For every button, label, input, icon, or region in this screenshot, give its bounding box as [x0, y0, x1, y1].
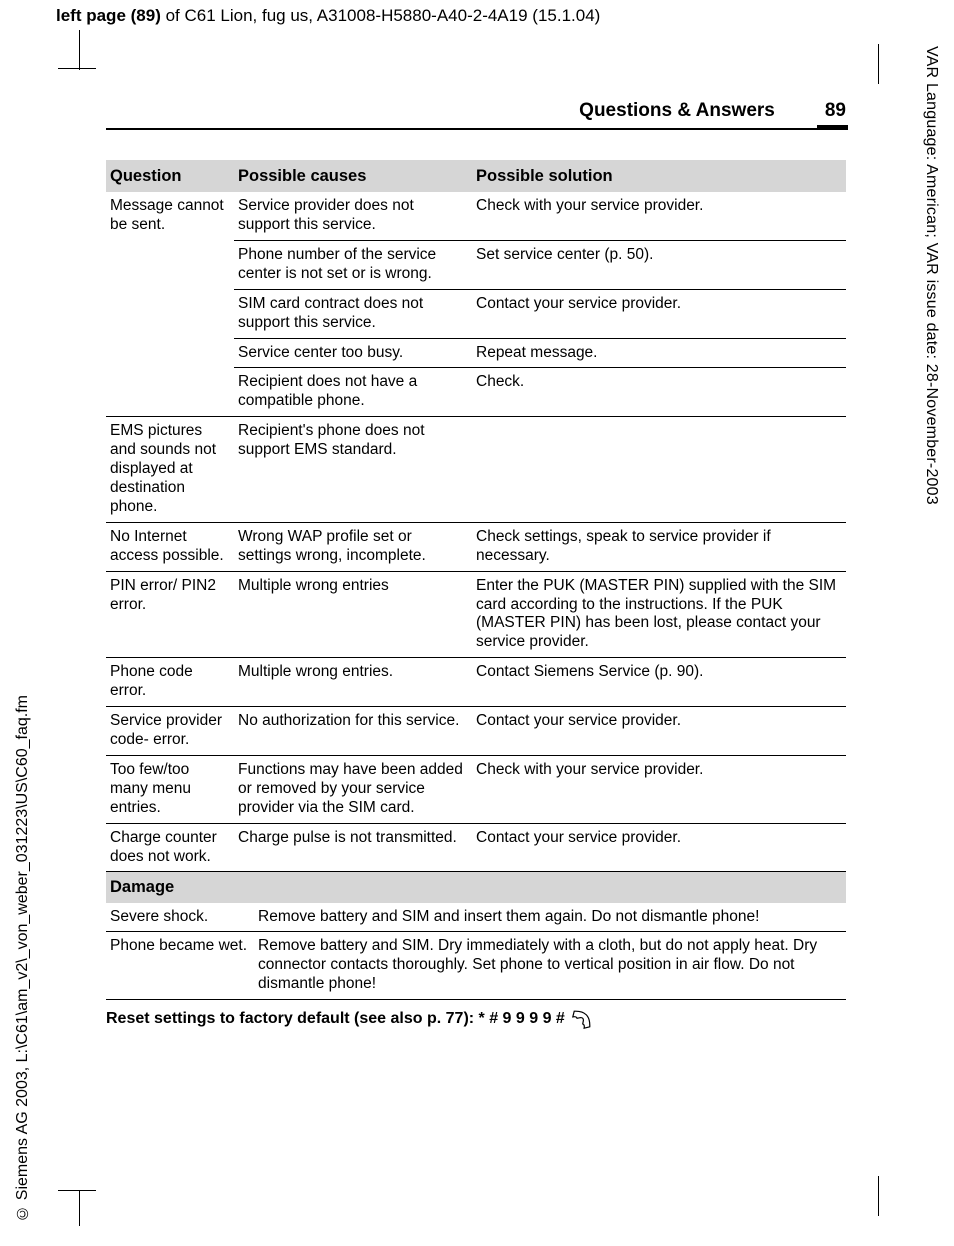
cause-cell: Recipient does not have a compatible pho…: [234, 368, 472, 417]
crop-mark: [58, 1190, 96, 1191]
side-note-left: © Siemens AG 2003, L:\C61\am_v2\_von_web…: [14, 695, 32, 1222]
crop-mark: [58, 68, 96, 69]
solution-cell: [472, 417, 846, 523]
cause-cell: SIM card contract does not support this …: [234, 289, 472, 338]
section-title: Questions & Answers: [579, 100, 775, 122]
cause-cell: Charge pulse is not transmitted.: [234, 823, 472, 871]
solution-cell: Contact your service provider.: [472, 823, 846, 871]
question-cell: EMS pictures and sounds not displayed at…: [106, 417, 234, 523]
damage-solution: Remove battery and SIM and insert them a…: [254, 903, 846, 932]
damage-question: Phone became wet.: [106, 932, 254, 1000]
damage-solution: Remove battery and SIM. Dry immediately …: [254, 932, 846, 1000]
page-number: 89: [825, 100, 846, 122]
cause-cell: Functions may have been added or removed…: [234, 755, 472, 823]
question-cell: Charge counter does not work.: [106, 823, 234, 871]
cause-cell: Recipient's phone does not support EMS s…: [234, 417, 472, 523]
top-header-rest: of C61 Lion, fug us, A31008-H5880-A40-2-…: [161, 6, 600, 25]
running-head: Questions & Answers 89: [106, 100, 846, 130]
question-cell: Message cannot be sent.: [106, 192, 234, 417]
cause-cell: Wrong WAP profile set or settings wrong,…: [234, 522, 472, 571]
question-cell: Phone code error.: [106, 658, 234, 707]
cause-cell: Phone number of the service center is no…: [234, 240, 472, 289]
solution-cell: Contact Siemens Service (p. 90).: [472, 658, 846, 707]
cause-cell: Multiple wrong entries: [234, 571, 472, 658]
damage-header: Damage: [106, 872, 846, 903]
question-cell: PIN error/ PIN2 error.: [106, 571, 234, 658]
solution-cell: Check with your service provider.: [472, 755, 846, 823]
qa-table: Question Possible causes Possible soluti…: [106, 160, 846, 871]
damage-section: Damage: [106, 871, 846, 902]
page-content: Questions & Answers 89 Question Possible…: [106, 100, 846, 1028]
solution-cell: Contact your service provider.: [472, 289, 846, 338]
cause-cell: No authorization for this service.: [234, 707, 472, 756]
col-header-question: Question: [106, 160, 234, 192]
solution-cell: Check.: [472, 368, 846, 417]
damage-question: Severe shock.: [106, 903, 254, 932]
cause-cell: Service provider does not support this s…: [234, 192, 472, 240]
solution-cell: Check with your service provider.: [472, 192, 846, 240]
crop-mark: [878, 44, 879, 84]
solution-cell: Enter the PUK (MASTER PIN) supplied with…: [472, 571, 846, 658]
solution-cell: Contact your service provider.: [472, 707, 846, 756]
question-cell: Service provider code- error.: [106, 707, 234, 756]
crop-mark: [79, 30, 80, 70]
question-cell: Too few/too many menu entries.: [106, 755, 234, 823]
crop-mark: [878, 1176, 879, 1216]
call-icon: [566, 1004, 597, 1035]
side-note-right: VAR Language: American; VAR issue date: …: [922, 46, 940, 505]
cause-cell: Service center too busy.: [234, 338, 472, 368]
question-cell: No Internet access possible.: [106, 522, 234, 571]
reset-instruction: Reset settings to factory default (see a…: [106, 1010, 846, 1028]
reset-text: Reset settings to factory default (see a…: [106, 1010, 565, 1028]
crop-mark: [79, 1190, 80, 1226]
solution-cell: Repeat message.: [472, 338, 846, 368]
col-header-solution: Possible solution: [472, 160, 846, 192]
solution-cell: Set service center (p. 50).: [472, 240, 846, 289]
col-header-causes: Possible causes: [234, 160, 472, 192]
damage-table: Severe shock.Remove battery and SIM and …: [106, 903, 846, 1001]
solution-cell: Check settings, speak to service provide…: [472, 522, 846, 571]
top-header-bold: left page (89): [56, 6, 161, 25]
cause-cell: Multiple wrong entries.: [234, 658, 472, 707]
doc-top-header: left page (89) of C61 Lion, fug us, A310…: [56, 6, 600, 26]
